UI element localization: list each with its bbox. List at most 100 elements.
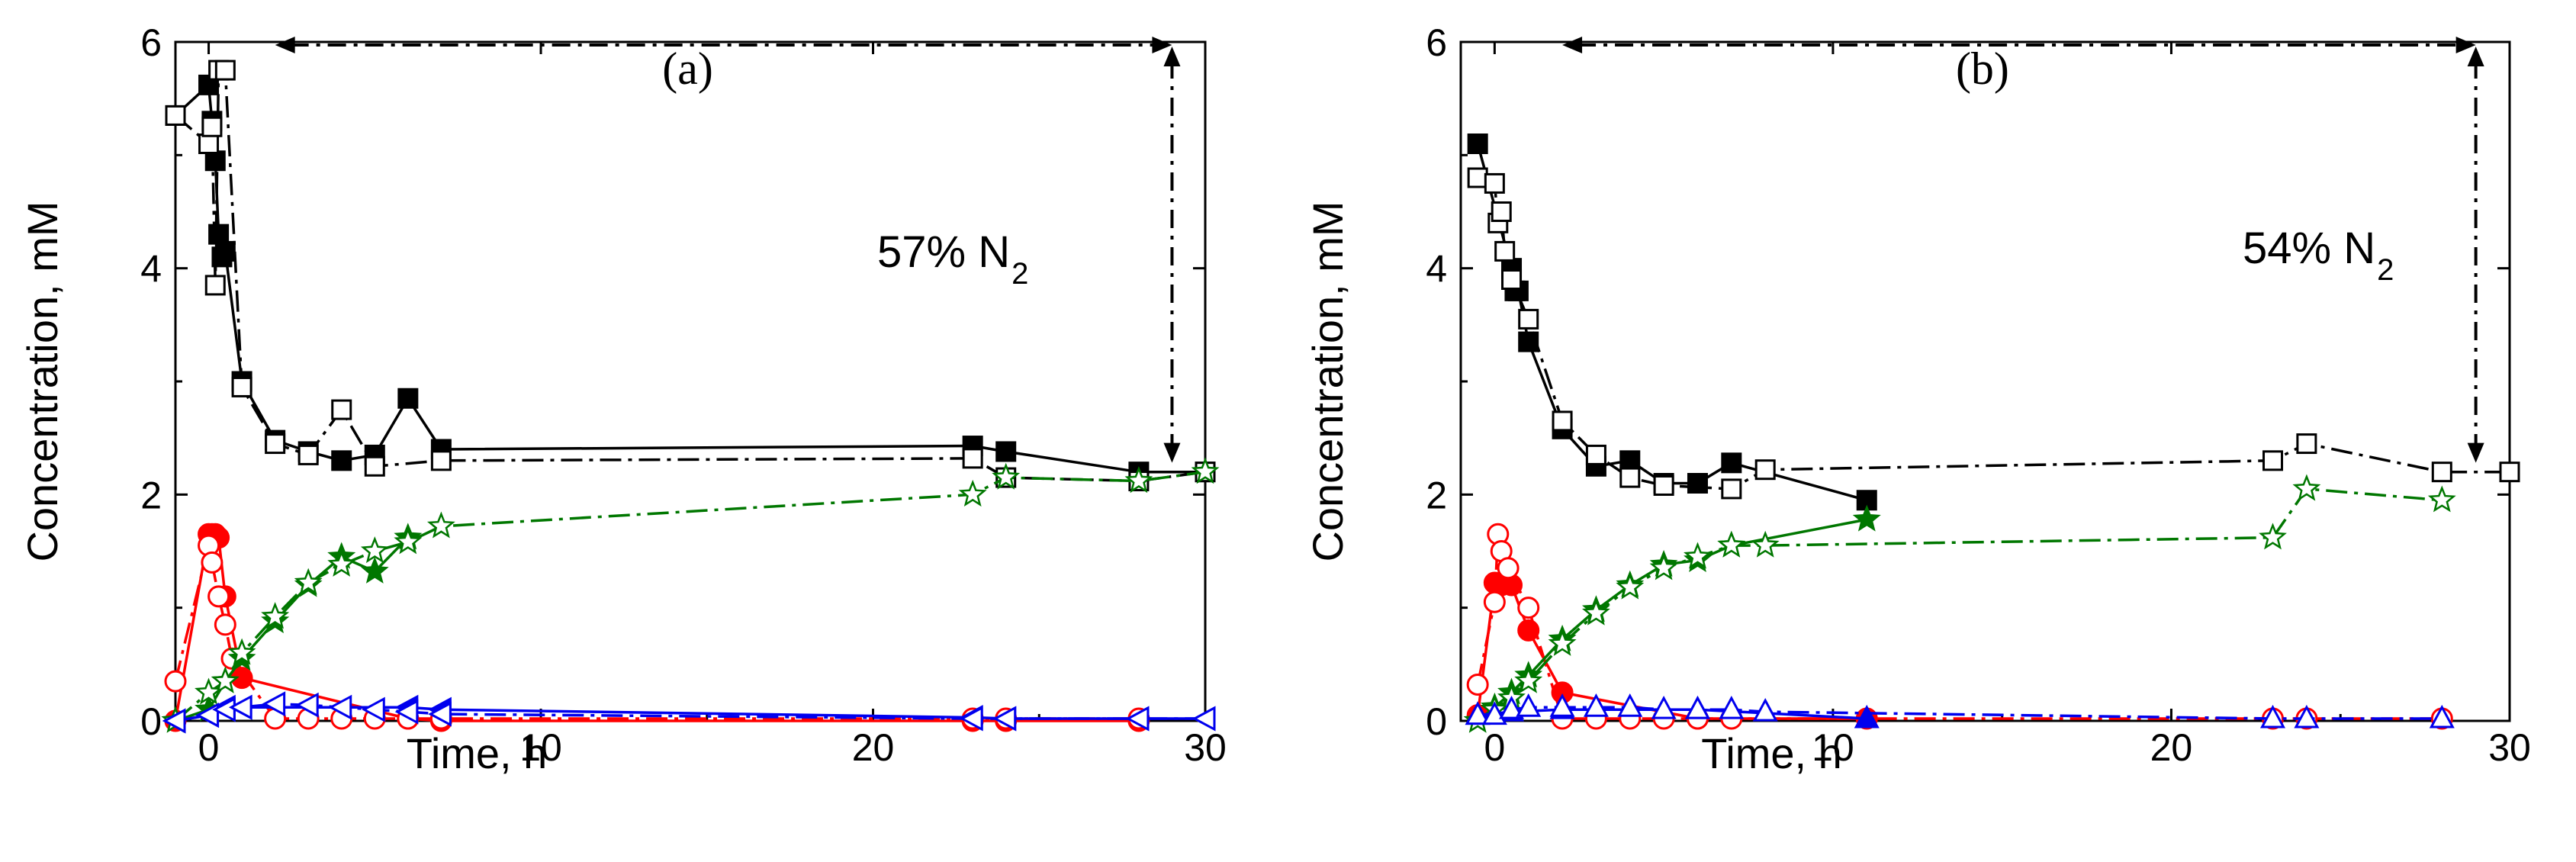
- series-black-filled-square: [165, 74, 1216, 483]
- panel-label: (b): [1956, 43, 2009, 94]
- data-point: [195, 677, 224, 705]
- data-point: [1124, 466, 1153, 494]
- series-green-open-star: [1463, 474, 2456, 733]
- data-point: [1192, 706, 1216, 732]
- n2-annotation-subscript: 2: [2377, 253, 2394, 287]
- data-point: [265, 433, 286, 455]
- series-line: [174, 544, 1139, 720]
- data-point: [1619, 467, 1641, 488]
- chart-panel-2: 0 10 20 30 0 2 4 6 Time, h Concentration, mM (b) 54…: [1304, 21, 2531, 777]
- data-point: [394, 699, 419, 725]
- data-point: [1581, 598, 1610, 626]
- data-point: [211, 666, 240, 693]
- arrowhead-left: [275, 37, 295, 53]
- series-blue-open-triangle: [162, 691, 1216, 734]
- data-point: [1549, 693, 1575, 717]
- x-tick-label: 30: [2488, 726, 2531, 769]
- data-point: [1514, 666, 1543, 693]
- data-point: [1684, 542, 1712, 569]
- data-point: [1548, 629, 1577, 656]
- data-point: [262, 691, 286, 717]
- data-point: [1466, 674, 1489, 696]
- series-red-open-circle: [164, 534, 1150, 730]
- y-tick-label: 4: [1426, 248, 1447, 291]
- data-point: [297, 444, 319, 465]
- data-point: [1517, 619, 1540, 642]
- data-point: [958, 479, 987, 507]
- data-point: [430, 450, 452, 471]
- plot-frame: [174, 40, 1207, 722]
- data-point: [1721, 478, 1742, 500]
- data-point: [1501, 269, 1523, 290]
- data-point: [207, 585, 230, 608]
- panel-label: (a): [662, 43, 713, 94]
- data-point: [962, 448, 983, 469]
- x-tick-label: 10: [1812, 726, 1854, 769]
- data-point: [1852, 504, 1881, 532]
- data-point: [2427, 485, 2456, 513]
- data-point: [261, 602, 290, 629]
- data-point: [364, 455, 385, 477]
- data-point: [1497, 557, 1520, 580]
- data-point: [165, 105, 186, 126]
- data-point: [162, 708, 186, 734]
- data-point: [1617, 693, 1643, 717]
- series-line: [1477, 487, 2443, 722]
- data-point: [2431, 462, 2452, 483]
- data-point: [1653, 474, 1674, 496]
- data-point: [1491, 201, 1512, 222]
- data-point: [426, 511, 455, 539]
- arrowhead-down: [2467, 442, 2484, 463]
- data-point: [164, 670, 187, 693]
- data-point: [295, 692, 319, 718]
- series-line: [174, 83, 1205, 474]
- data-point: [1552, 410, 1573, 432]
- data-point: [1494, 240, 1516, 262]
- data-point: [327, 549, 356, 577]
- y-tick-label: 2: [1426, 474, 1447, 516]
- data-point: [1651, 696, 1677, 719]
- data-point: [2499, 462, 2520, 483]
- data-point: [1619, 450, 1641, 471]
- x-tick-label: 30: [1184, 726, 1227, 769]
- data-point: [1752, 697, 1778, 722]
- arrowhead-up: [1163, 47, 1181, 66]
- data-point: [1518, 308, 1539, 330]
- y-tick-label: 4: [140, 248, 162, 291]
- data-point: [397, 388, 419, 409]
- data-point: [1467, 133, 1488, 154]
- series-green-open-star: [161, 457, 1220, 733]
- series-blue-filled-triangle: [162, 694, 1216, 734]
- data-point: [204, 150, 226, 172]
- data-point: [1719, 696, 1745, 719]
- y-tick-label: 0: [1426, 700, 1447, 743]
- arrowhead-down: [1163, 442, 1181, 463]
- data-point: [1854, 704, 1880, 729]
- data-point: [1191, 457, 1220, 484]
- data-point: [362, 696, 385, 722]
- data-point: [1517, 597, 1540, 619]
- data-point: [204, 275, 226, 296]
- y-tick-label: 2: [140, 474, 162, 516]
- data-point: [1499, 696, 1525, 719]
- data-point: [959, 706, 983, 732]
- y-tick-label: 6: [140, 21, 162, 64]
- data-point: [1721, 452, 1742, 474]
- data-point: [995, 441, 1017, 462]
- data-point: [992, 706, 1017, 732]
- plot-frame: [1459, 40, 2511, 722]
- data-point: [360, 536, 389, 564]
- y-tick-label: 6: [1426, 21, 1447, 64]
- n2-annotation: 54% N: [2243, 224, 2375, 273]
- series-line: [174, 470, 1206, 722]
- data-point: [394, 527, 423, 555]
- x-tick-label: 20: [852, 726, 895, 769]
- data-point: [198, 133, 220, 154]
- data-point: [1717, 530, 1746, 558]
- data-point: [208, 224, 230, 245]
- data-point: [1484, 172, 1505, 194]
- data-point: [2429, 704, 2455, 729]
- data-point: [2259, 523, 2287, 550]
- arrowhead-right: [2455, 37, 2476, 53]
